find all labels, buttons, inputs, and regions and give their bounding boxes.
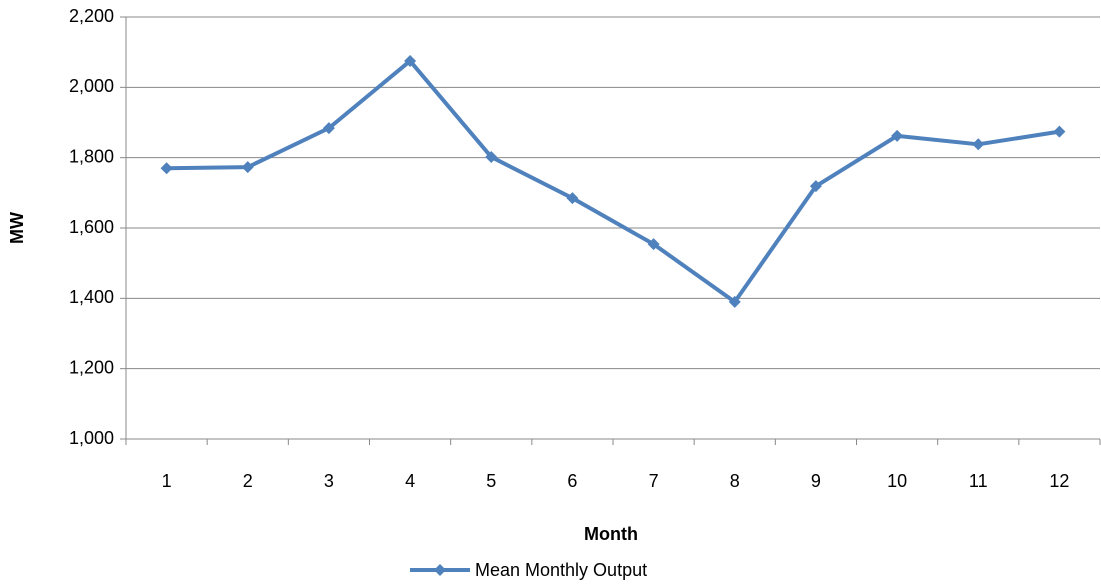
data-point	[322, 122, 335, 135]
legend-label: Mean Monthly Output	[475, 560, 647, 580]
y-tick-label: 1,600	[69, 217, 114, 237]
data-point	[404, 54, 417, 67]
x-tick-label: 8	[730, 471, 740, 491]
y-tick-label: 1,400	[69, 287, 114, 307]
data-point	[728, 295, 741, 308]
x-tick-label: 3	[324, 471, 334, 491]
x-tick-label: 12	[1049, 471, 1069, 491]
data-point	[485, 150, 498, 163]
x-tick-label: 6	[567, 471, 577, 491]
x-tick-label: 2	[243, 471, 253, 491]
y-tick-label: 2,000	[69, 76, 114, 96]
x-tick-label: 4	[405, 471, 415, 491]
data-point	[1053, 125, 1066, 138]
y-tick-label: 1,800	[69, 146, 114, 166]
x-tick-label: 9	[811, 471, 821, 491]
x-tick-label: 1	[162, 471, 172, 491]
x-axis-title: Month	[584, 524, 638, 544]
y-tick-label: 2,200	[69, 6, 114, 26]
x-tick-label: 11	[969, 471, 988, 491]
data-point	[160, 162, 173, 175]
y-tick-label: 1,200	[69, 357, 114, 377]
data-point	[647, 238, 660, 251]
data-point	[809, 180, 822, 193]
x-tick-label: 7	[649, 471, 659, 491]
data-point	[241, 161, 254, 174]
y-axis-title: MW	[7, 212, 27, 244]
data-point	[566, 192, 579, 205]
x-tick-label: 5	[486, 471, 496, 491]
legend-swatch-marker	[434, 564, 446, 576]
data-line	[166, 58, 1060, 304]
data-point	[972, 138, 985, 151]
x-tick-label: 10	[887, 471, 907, 491]
y-tick-label: 1,000	[69, 428, 114, 448]
data-point	[891, 129, 904, 142]
